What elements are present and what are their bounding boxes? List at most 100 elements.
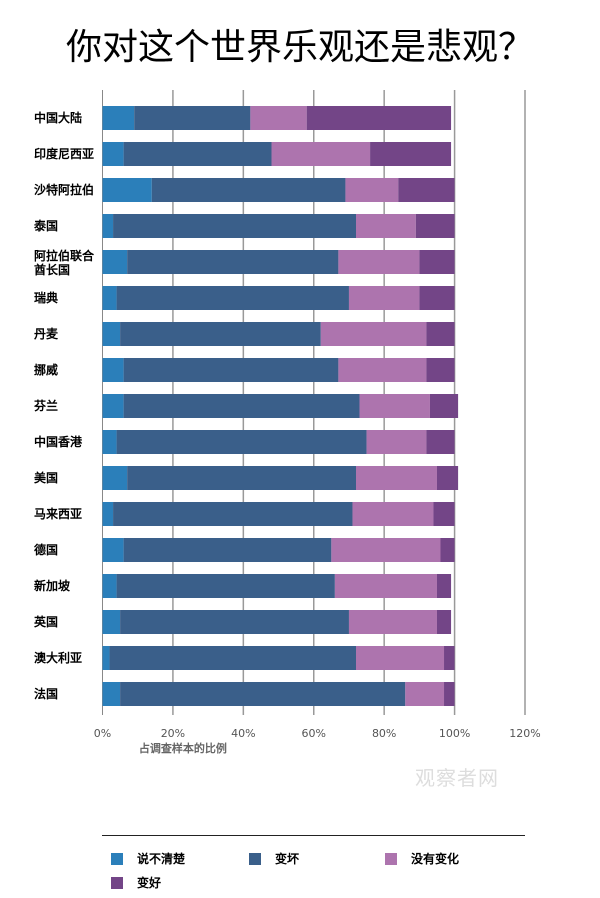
legend-swatch <box>249 852 261 865</box>
bar-segment <box>352 502 434 526</box>
category-label: 法国 <box>34 686 58 701</box>
bar-segment <box>123 358 339 382</box>
bar-segment <box>113 502 353 526</box>
bar-segment <box>127 250 339 274</box>
category-label: 沙特阿拉伯 <box>34 182 94 197</box>
bar-segment <box>366 430 427 454</box>
bar-segment <box>433 502 455 526</box>
category-label: 美国 <box>34 470 58 485</box>
bar-segment <box>102 322 121 346</box>
bar-segment <box>345 178 399 202</box>
category-label: 瑞典 <box>34 290 58 305</box>
bar-segment <box>109 646 357 670</box>
bar-segment <box>102 286 117 310</box>
legend-item: 变坏 <box>249 850 299 867</box>
x-tick-label: 0% <box>94 727 111 740</box>
legend-label: 说不清楚 <box>137 852 186 866</box>
legend-label: 没有变化 <box>411 852 460 866</box>
bar-segment <box>338 358 427 382</box>
category-label: 酋长国 <box>34 262 70 277</box>
bar-segment <box>271 142 371 166</box>
bar-segment <box>331 538 441 562</box>
bar-segment <box>356 466 437 490</box>
x-tick-label: 20% <box>161 727 185 740</box>
legend-label: 变好 <box>137 876 162 890</box>
bar-segment <box>440 538 455 562</box>
bar-segment <box>398 178 455 202</box>
bar-segment <box>102 394 124 418</box>
bar-segment <box>338 250 420 274</box>
x-tick-label: 120% <box>509 727 540 740</box>
bar-segment <box>405 682 445 706</box>
bar-segment <box>436 610 452 634</box>
stacked-bar-chart: 0% 20% 40% 60% 80% 100% 120% 占调查样本的比例 中国大陆印度尼西亚沙… <box>33 90 541 755</box>
bar-segment <box>102 610 121 634</box>
bar-segment <box>102 646 110 670</box>
legend-item: 没有变化 <box>385 850 459 867</box>
bar-segment <box>320 322 427 346</box>
category-label: 马来西亚 <box>34 506 82 521</box>
bar-segment <box>426 430 455 454</box>
category-label: 澳大利亚 <box>34 650 82 665</box>
legend-item: 变好 <box>111 874 161 891</box>
bar-segment <box>306 106 452 130</box>
bar-segment <box>123 142 272 166</box>
bar-segment <box>134 106 251 130</box>
bar-segment <box>370 142 452 166</box>
bar-segment <box>127 466 356 490</box>
category-label: 新加坡 <box>34 578 71 593</box>
bar-segment <box>102 538 124 562</box>
bar-segment <box>102 574 117 598</box>
category-label: 阿拉伯联合 <box>34 248 95 263</box>
bar-segment <box>429 394 459 418</box>
bar-segment <box>102 106 135 130</box>
bar-segment <box>356 646 445 670</box>
category-label: 泰国 <box>33 218 58 233</box>
x-tick-label: 40% <box>231 727 255 740</box>
watermark-logo: 观察者网 <box>415 766 499 790</box>
bar-segment <box>120 610 349 634</box>
bar-segment <box>102 178 152 202</box>
bar-segment <box>348 610 437 634</box>
category-label: 德国 <box>34 542 58 557</box>
bar-segment <box>436 466 459 490</box>
category-label: 挪威 <box>34 362 58 377</box>
bar-segment <box>113 214 356 238</box>
bar-segment <box>151 178 346 202</box>
bar-segment <box>102 430 117 454</box>
bar-segment <box>334 574 437 598</box>
legend-swatch <box>111 852 123 865</box>
bar-segment <box>436 574 452 598</box>
bar-segment <box>123 538 332 562</box>
category-label: 中国大陆 <box>34 110 82 125</box>
bar-segment <box>120 322 321 346</box>
legend-divider <box>102 835 525 836</box>
bar-segment <box>426 322 455 346</box>
x-tick-label: 80% <box>372 727 396 740</box>
category-label: 中国香港 <box>34 434 83 449</box>
category-label: 印度尼西亚 <box>34 146 94 161</box>
bar-segment <box>356 214 416 238</box>
x-axis-label: 占调查样本的比例 <box>139 741 227 755</box>
category-label: 英国 <box>34 614 58 629</box>
bar-segment <box>120 682 406 706</box>
legend-swatch <box>111 876 123 889</box>
bar-segment <box>444 646 455 670</box>
bar-segment <box>116 574 335 598</box>
bar-segment <box>102 502 114 526</box>
legend-label: 变坏 <box>275 852 300 866</box>
bar-segment <box>426 358 455 382</box>
bar-segment <box>359 394 430 418</box>
bar-segment <box>102 250 128 274</box>
x-tick-label: 60% <box>302 727 326 740</box>
bar-segment <box>102 214 114 238</box>
legend-item: 说不清楚 <box>111 850 185 867</box>
bar-segment <box>116 430 367 454</box>
category-label: 芬兰 <box>33 398 58 413</box>
bar-segment <box>419 286 455 310</box>
bar-segment <box>348 286 420 310</box>
bar-segment <box>419 250 455 274</box>
bar-segment <box>116 286 349 310</box>
legend-swatch <box>385 852 397 865</box>
bar-segment <box>415 214 455 238</box>
